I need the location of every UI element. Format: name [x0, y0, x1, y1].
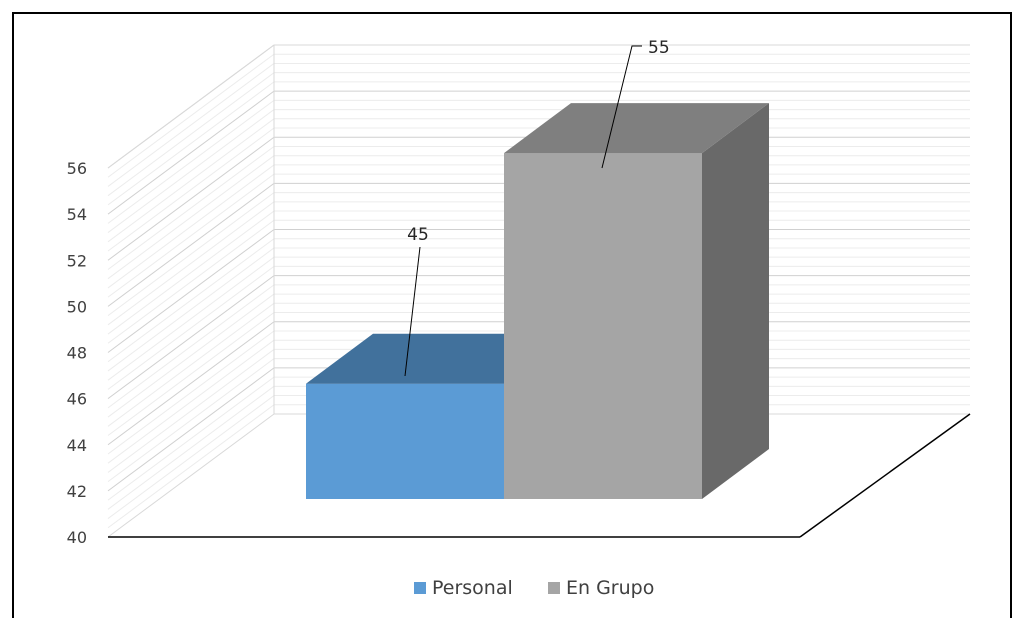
y-tick-label: 48: [67, 344, 87, 363]
y-axis-ticks: 40 42 44 46 48 50 52 54 56: [67, 159, 87, 547]
y-tick-label: 56: [67, 159, 87, 178]
wall-gridline: [107, 210, 275, 335]
wall-gridline: [107, 164, 275, 289]
y-tick-label: 40: [67, 528, 87, 547]
wall-gridline: [107, 118, 275, 243]
wall-gridline: [107, 265, 275, 390]
wall-gridline: [107, 312, 275, 436]
data-label-text: 55: [648, 38, 670, 58]
wall-gridline: [107, 339, 275, 464]
floor-right-edge: [799, 413, 971, 538]
wall-gridline: [107, 321, 275, 446]
bar-top-face: [504, 103, 769, 154]
wall-gridline: [107, 395, 275, 519]
data-labels: 45 55: [404, 38, 670, 377]
data-label-text: 45: [407, 225, 429, 245]
wall-gridline: [107, 99, 275, 224]
wall-gridline: [107, 376, 275, 501]
wall-gridline: [107, 127, 275, 252]
floor-left-edge: [107, 413, 275, 538]
wall-gridline: [107, 44, 275, 169]
wall-gridline: [107, 404, 275, 529]
legend-swatch: [414, 582, 426, 594]
leader-line: [404, 246, 421, 377]
bar-front-face: [504, 153, 702, 499]
y-tick-label: 46: [67, 390, 87, 409]
wall-gridline: [107, 182, 275, 307]
wall-gridline: [107, 385, 275, 510]
y-tick-label: 42: [67, 482, 87, 501]
bar-side-face: [702, 103, 769, 499]
data-label: 45: [404, 225, 429, 377]
legend: Personal En Grupo: [414, 577, 654, 599]
wall-gridline: [107, 53, 275, 178]
wall-gridline: [107, 256, 275, 381]
y-tick-label: 44: [67, 436, 87, 455]
legend-item: Personal: [414, 577, 513, 599]
wall-gridline: [107, 293, 275, 418]
wall-gridline: [107, 358, 275, 483]
wall-gridline: [107, 155, 275, 280]
wall-gridline: [107, 238, 275, 363]
wall-gridline: [107, 63, 275, 187]
wall-gridline: [107, 229, 275, 353]
wall-gridline: [107, 284, 275, 409]
legend-label: Personal: [432, 577, 513, 599]
bar-front-face: [306, 383, 504, 499]
wall-gridline: [107, 146, 275, 270]
wall-gridline: [107, 349, 275, 473]
y-tick-label: 50: [67, 297, 87, 316]
wall-gridline: [107, 173, 275, 298]
legend-label: En Grupo: [566, 577, 654, 599]
bars: [306, 103, 769, 499]
wall-gridline: [107, 302, 275, 427]
wall-gridline: [107, 201, 275, 326]
data-label: 55: [601, 38, 670, 169]
wall-gridline: [107, 275, 275, 400]
wall-gridline: [107, 90, 275, 215]
wall-gridline: [107, 330, 275, 455]
wall-gridline: [107, 109, 275, 233]
y-tick-label: 52: [67, 251, 87, 270]
wall-gridline: [107, 247, 275, 372]
legend-swatch: [548, 582, 560, 594]
wall-gridline: [107, 81, 275, 206]
legend-item: En Grupo: [548, 577, 654, 599]
leader-line: [601, 45, 642, 169]
wall-gridline: [107, 136, 275, 261]
wall-gridline: [107, 367, 275, 492]
wall-gridline: [107, 192, 275, 317]
wall-gridline: [107, 72, 275, 197]
y-tick-label: 54: [67, 205, 87, 224]
wall-gridline: [107, 219, 275, 344]
bar-en-grupo: [504, 103, 769, 499]
